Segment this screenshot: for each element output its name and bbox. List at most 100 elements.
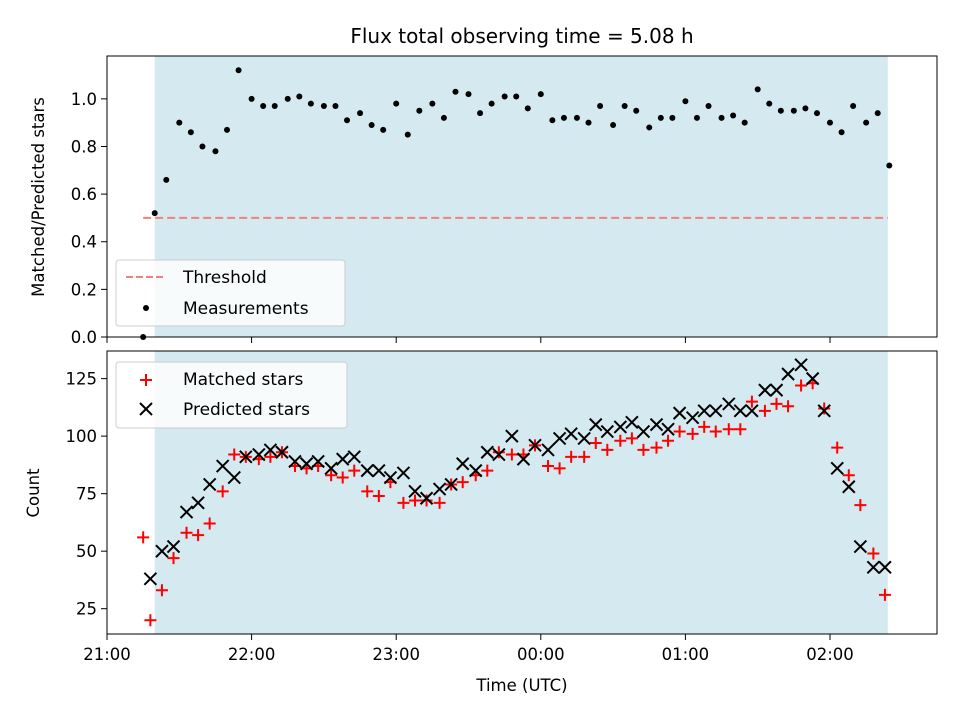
predicted-star-point (311, 454, 325, 469)
measurement-point (393, 100, 400, 107)
measurement-point (669, 114, 676, 121)
matched-star-point (553, 462, 566, 475)
measurement-point (199, 143, 206, 150)
predicted-star-point (528, 438, 542, 453)
matched-star-point (867, 547, 880, 560)
predicted-star-point (853, 539, 868, 554)
x-tick-label: 00:00 (517, 645, 565, 664)
predicted-star-point (830, 461, 844, 476)
predicted-star-point (275, 445, 289, 459)
predicted-star-point (492, 447, 506, 462)
chart-title: Flux total observing time = 5.08 h (350, 24, 693, 48)
measurement-point (513, 93, 520, 100)
bottom-x-ticks: 21:00 22:00 23:00 00:00 01:00 02:00 (83, 634, 854, 664)
predicted-star-point (372, 463, 386, 478)
matched-star-point (625, 432, 638, 445)
matched-star-point (336, 471, 349, 484)
predicted-star-point (166, 539, 181, 554)
top-y-tick-label: 0.8 (71, 137, 97, 156)
bottom-legend-box (115, 361, 348, 429)
bottom-y-ticks: 25 50 75 100 125 (66, 370, 107, 619)
measurement-point (682, 98, 689, 105)
bottom-legend: Matched stars Predicted stars (115, 361, 348, 429)
top-y-tick-label: 0.6 (71, 185, 97, 204)
legend-measurements-label: Measurements (183, 299, 309, 319)
predicted-star-point (202, 477, 217, 492)
matched-star-point (228, 448, 241, 461)
measurement-point (260, 103, 267, 110)
matched-star-point (614, 434, 627, 447)
predicted-star-point (733, 404, 748, 418)
measurement-points (140, 67, 893, 340)
measurement-point (284, 95, 291, 102)
measurement-point (549, 117, 556, 124)
measurement-point (813, 110, 820, 117)
predicted-star-point (480, 445, 495, 459)
matched-star-point (650, 441, 663, 454)
measurement-point (332, 103, 339, 110)
bottom-y-tick-label: 75 (76, 485, 97, 504)
predicted-star-point (143, 572, 158, 586)
measurement-point (357, 110, 364, 117)
matched-star-point (144, 614, 157, 627)
measurement-point (537, 91, 544, 98)
matched-star-point (795, 379, 808, 392)
matched-star-point (565, 450, 578, 463)
matched-star-point (589, 437, 602, 450)
measurement-point (886, 162, 893, 169)
predicted-star-point (505, 429, 519, 443)
predicted-star-point (625, 415, 639, 430)
x-tick-label: 21:00 (83, 645, 131, 664)
matched-star-point (505, 448, 518, 461)
legend-threshold-label: Threshold (182, 268, 267, 288)
matched-star-point (758, 404, 771, 417)
matched-star-point (456, 476, 469, 489)
matched-star-point (542, 460, 555, 473)
measurement-point (826, 119, 833, 126)
matched-star-point (155, 584, 168, 597)
predicted-star-point (697, 404, 711, 418)
measurement-point (838, 129, 845, 136)
predicted-star-point (456, 457, 470, 471)
predicted-star-point (636, 424, 651, 439)
predicted-star-point (215, 459, 230, 473)
predicted-star-point (613, 420, 628, 434)
legend-measurements-swatch (143, 305, 149, 311)
top-plot-frame (106, 55, 938, 338)
bottom-y-tick-label: 50 (76, 542, 97, 561)
matched-star-point (709, 425, 722, 438)
matched-star-point (180, 526, 193, 539)
measurement-point (730, 112, 737, 119)
matched-star-point (662, 434, 675, 447)
measurement-point (741, 119, 748, 126)
matched-star-point (782, 400, 795, 413)
x-tick-label: 22:00 (228, 645, 276, 664)
predicted-star-point (227, 470, 241, 485)
matched-star-point (878, 588, 891, 601)
predicted-star-point (745, 404, 759, 418)
predicted-star-point (589, 417, 603, 432)
matched-star-point (722, 423, 735, 436)
predicted-star-point (239, 450, 253, 464)
measurement-point (488, 100, 495, 107)
predicted-star-point (600, 424, 615, 439)
legend-predicted-swatch (139, 402, 153, 416)
measurement-point (416, 107, 423, 114)
x-tick-label: 02:00 (806, 645, 854, 664)
matched-star-point (745, 395, 758, 408)
predicted-star-point (408, 484, 422, 499)
predicted-star-point (709, 404, 723, 418)
matched-star-point (192, 529, 205, 542)
measurement-point (610, 122, 617, 129)
measurement-point (307, 100, 314, 107)
legend-predicted-label: Predicted stars (183, 400, 310, 420)
measurement-point (874, 110, 881, 117)
measurement-point (705, 103, 712, 110)
matched-star-point (137, 531, 150, 544)
matched-star-point (325, 469, 338, 482)
matched-star-point (770, 397, 783, 410)
predicted-star-point (191, 496, 205, 510)
legend-matched-label: Matched stars (183, 370, 303, 390)
measurement-point (790, 107, 797, 114)
predicted-star-point (722, 397, 736, 411)
